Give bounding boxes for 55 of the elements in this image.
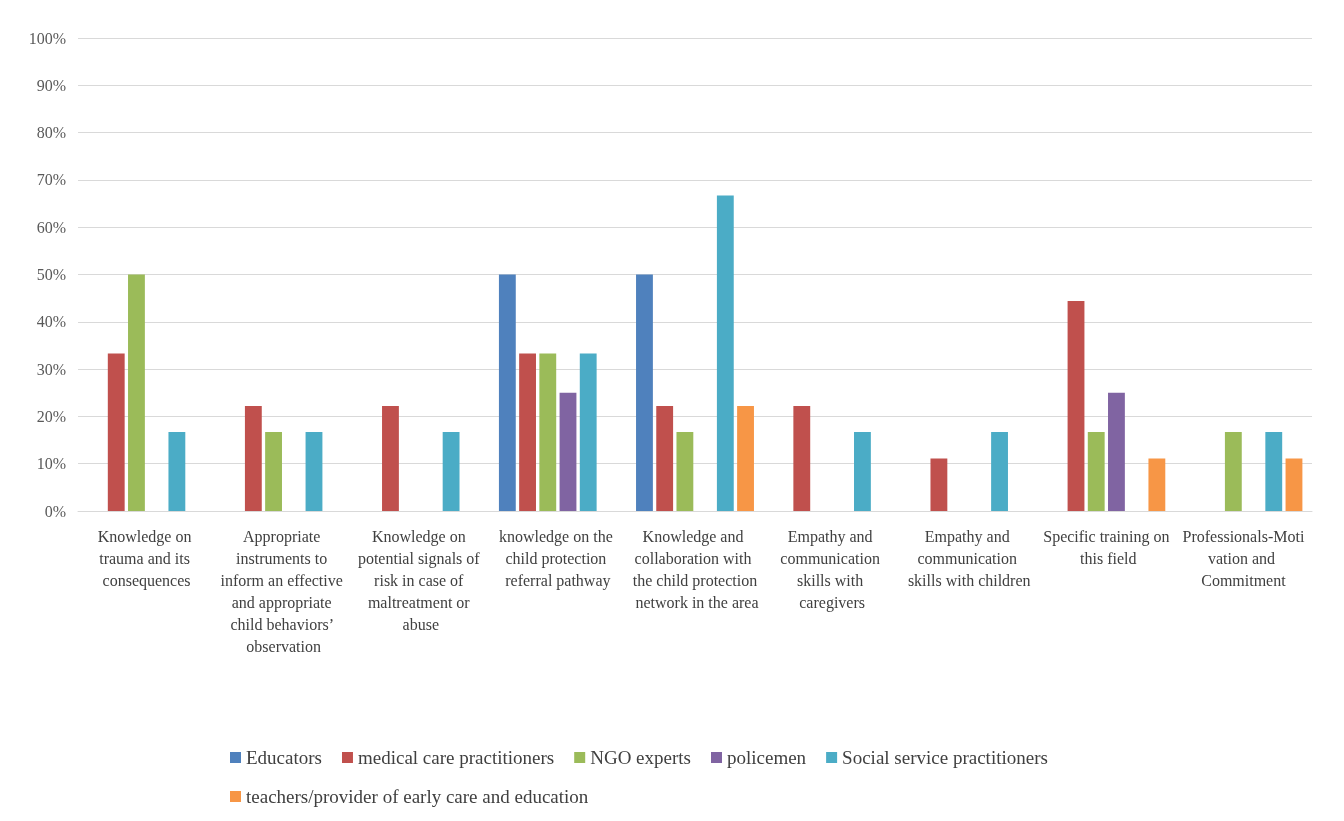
bar [107, 353, 125, 511]
legend-label: Educators [246, 747, 322, 768]
y-tick-label: 60% [36, 218, 66, 236]
bar [244, 405, 262, 511]
y-tick-label: 0% [44, 502, 66, 520]
y-tick-label: 70% [36, 171, 66, 189]
x-tick-label: Appropriate instruments to inform an effective and appropriate child behaviors’ observation [220, 527, 347, 655]
legend-label: policemen [726, 747, 807, 768]
y-tick-label: 50% [36, 266, 66, 283]
bar [1265, 432, 1283, 511]
bar [168, 432, 186, 511]
bar [579, 353, 597, 511]
bar [1067, 300, 1085, 511]
bar [1224, 432, 1242, 511]
x-tick-label: Specific training on this field [1043, 527, 1170, 567]
y-tick-label: 100% [28, 29, 66, 47]
bar [442, 432, 460, 511]
bar [636, 274, 653, 511]
bar [265, 432, 282, 511]
y-tick-label: 10% [36, 455, 66, 473]
x-tick-label: Empathy and communication skills with caregivers [780, 527, 884, 612]
y-tick-label: 30% [36, 360, 66, 378]
bar [1285, 458, 1303, 511]
bar [128, 274, 145, 511]
bar [1108, 392, 1125, 511]
bar [656, 405, 674, 511]
bar [539, 353, 557, 511]
bar [1148, 458, 1166, 511]
y-tick-label: 80% [36, 124, 66, 142]
bar [737, 405, 754, 511]
x-tick-label: Professionals-Motivation and Commitment [1182, 527, 1305, 589]
x-tick-label: Knowledge and collaboration with the child protection network in the area [631, 527, 759, 611]
bar [498, 274, 516, 511]
legend-label: NGO experts [590, 747, 691, 768]
x-tick-label: knowledge on the child protection referral pathway [499, 527, 617, 590]
bar [382, 405, 399, 511]
bar [854, 432, 871, 511]
y-tick-label: 90% [36, 76, 66, 94]
legend-label: teachers/provider of early care and education [246, 786, 589, 807]
legend-label: medical care practitioners [357, 747, 555, 768]
bar [305, 432, 323, 511]
y-tick-label: 40% [36, 313, 66, 331]
legend-label: Social service practitioners [842, 747, 1048, 768]
bar [716, 195, 734, 511]
x-tick-label: Knowledge on trauma and its consequences [97, 527, 196, 590]
bar [559, 392, 577, 511]
y-tick-label: 20% [36, 407, 66, 425]
bar [1087, 432, 1105, 511]
x-tick-label: Empathy and communication skills with children [907, 527, 1031, 589]
bar [519, 353, 536, 511]
bar [991, 432, 1008, 511]
bar [793, 405, 811, 511]
bar [930, 458, 948, 511]
x-tick-label: Knowledge on potential signals of risk in case of maltreatment or abuse [357, 527, 484, 633]
bar [676, 432, 694, 511]
